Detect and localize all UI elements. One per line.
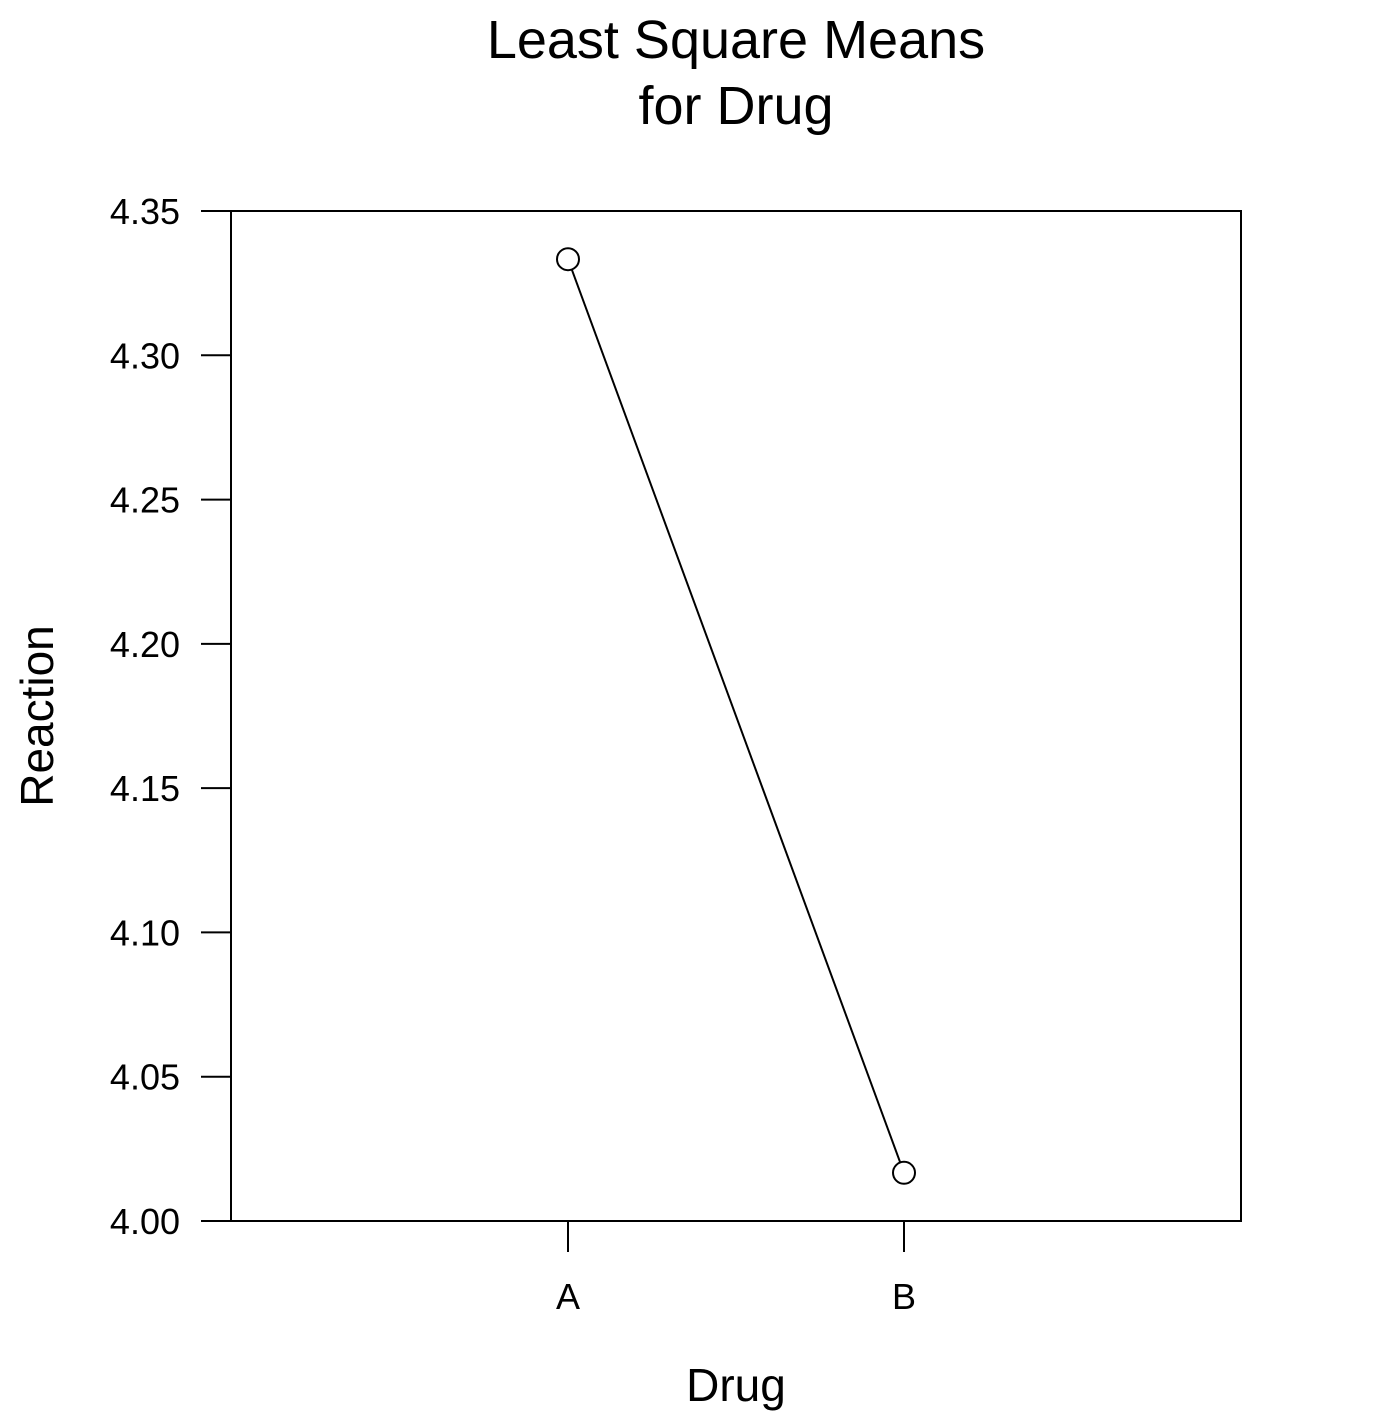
y-axis-label: Reaction: [11, 625, 63, 807]
x-tick-label: A: [556, 1276, 580, 1317]
chart-title-line-1: Least Square Means: [487, 10, 985, 70]
data-point-a: [556, 247, 580, 272]
y-tick-label: 4.15: [110, 768, 180, 809]
y-tick-label: 4.00: [110, 1201, 180, 1242]
y-tick-label: 4.35: [110, 191, 180, 232]
y-tick-label: 4.20: [110, 624, 180, 665]
y-tick-label: 4.30: [110, 335, 180, 376]
series-line: [567, 258, 905, 1174]
y-axis: 4.00 4.05 4.10 4.15 4.20 4.25 4.30 4.35: [110, 191, 231, 1242]
y-tick-label: 4.10: [110, 912, 180, 953]
data-point-b: [892, 1160, 916, 1185]
x-tick-label: B: [892, 1276, 916, 1317]
plot-frame: [230, 210, 1242, 1222]
chart-title-line-2: for Drug: [638, 76, 833, 136]
y-tick-label: 4.25: [110, 480, 180, 521]
x-axis-label: Drug: [686, 1359, 786, 1411]
y-tick-label: 4.05: [110, 1057, 180, 1098]
data-series: [556, 247, 916, 1185]
